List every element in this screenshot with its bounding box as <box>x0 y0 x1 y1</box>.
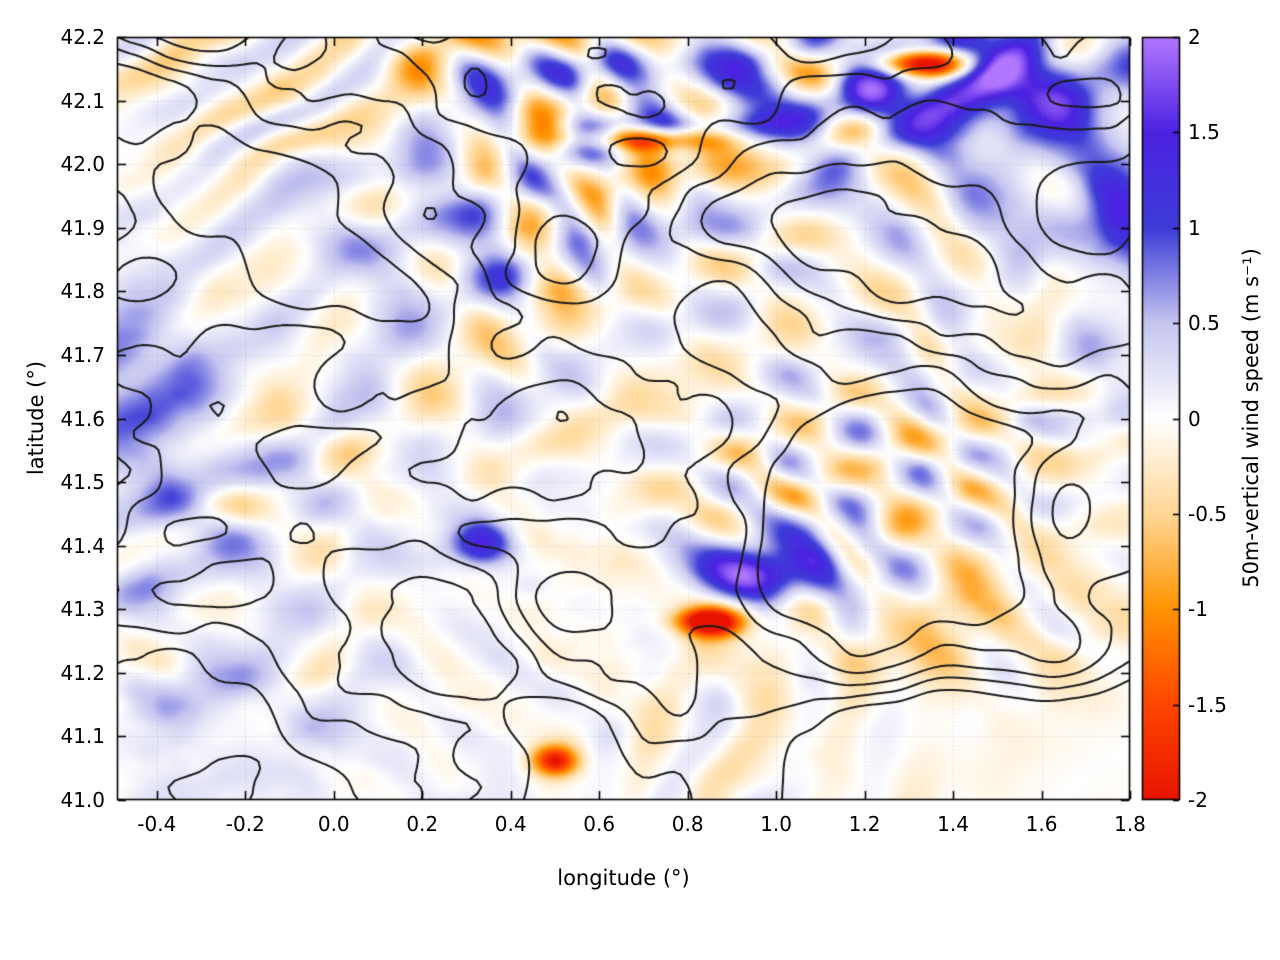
wind-speed-map-figure: -0.4 -0.2 0.0 0.2 0.4 0.6 0.8 1.0 1.2 1.4 1.6 1.8 4… <box>0 0 1280 960</box>
heatmap-canvas <box>0 0 1280 960</box>
